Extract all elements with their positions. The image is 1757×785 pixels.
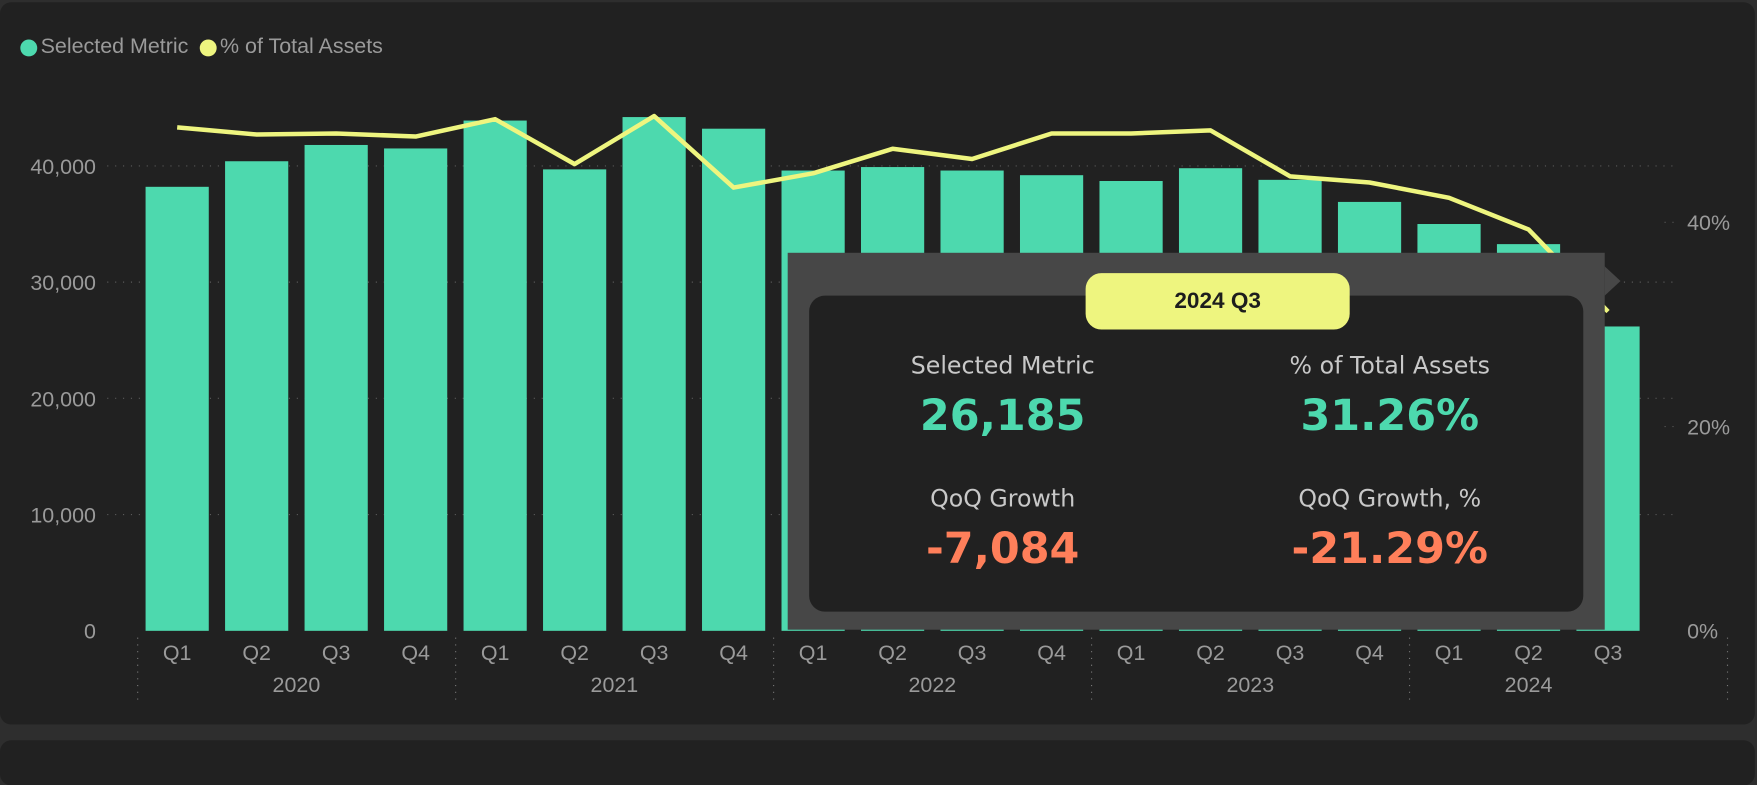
x-quarter-label: Q1	[1117, 641, 1146, 665]
tooltip-qoq: QoQ Growth -7,084	[809, 485, 1196, 573]
tooltip-arrow	[1605, 266, 1621, 295]
tooltip-selected-metric-label: Selected Metric	[809, 352, 1196, 379]
tooltip-body: 2024 Q3 Selected Metric 26,185 % of Tota…	[809, 296, 1583, 612]
bar	[225, 161, 288, 631]
y-left-tick-label: 30,000	[30, 271, 96, 295]
x-quarter-label: Q4	[1355, 641, 1384, 665]
x-quarter-label: Q3	[1594, 641, 1623, 665]
x-year-label: 2022	[908, 673, 956, 697]
y-left-tick-label: 10,000	[30, 503, 96, 527]
tooltip: 2024 Q3 Selected Metric 26,185 % of Tota…	[788, 253, 1605, 630]
y-left-tick-label: 40,000	[30, 155, 96, 179]
y-right-tick-label: 0%	[1687, 620, 1718, 644]
x-quarter-label: Q3	[1276, 641, 1305, 665]
tooltip-qoq-value: -7,084	[809, 524, 1196, 574]
y-right-tick-label: 40%	[1687, 211, 1730, 235]
tooltip-qoq-pct: QoQ Growth, % -21.29%	[1196, 485, 1583, 573]
y-right-tick-label: 20%	[1687, 415, 1730, 439]
bar	[702, 129, 765, 631]
x-quarter-label: Q2	[1196, 641, 1225, 665]
tooltip-selected-metric-value: 26,185	[809, 390, 1196, 440]
x-quarter-label: Q4	[1037, 641, 1066, 665]
x-quarter-label: Q4	[401, 641, 430, 665]
tooltip-pct-value: 31.26%	[1196, 390, 1583, 440]
x-quarter-label: Q3	[322, 641, 351, 665]
x-quarter-label: Q1	[163, 641, 192, 665]
tooltip-qoq-pct-value: -21.29%	[1196, 524, 1583, 574]
x-year-label: 2020	[273, 673, 321, 697]
x-quarter-label: Q1	[1435, 641, 1464, 665]
tooltip-selected-metric: Selected Metric 26,185	[809, 352, 1196, 440]
x-quarter-label: Q2	[1514, 641, 1543, 665]
x-quarter-label: Q3	[958, 641, 987, 665]
bar	[305, 145, 368, 631]
x-quarter-label: Q2	[560, 641, 589, 665]
bar	[464, 121, 527, 631]
bar	[146, 187, 209, 631]
x-quarter-label: Q2	[878, 641, 907, 665]
bar	[543, 169, 606, 630]
x-year-label: 2024	[1505, 673, 1553, 697]
tooltip-pct: % of Total Assets 31.26%	[1196, 352, 1583, 440]
x-quarter-label: Q4	[719, 641, 748, 665]
bar	[384, 148, 447, 630]
tooltip-qoq-label: QoQ Growth	[809, 485, 1196, 512]
x-quarter-label: Q1	[481, 641, 510, 665]
x-quarter-label: Q2	[242, 641, 271, 665]
tooltip-pct-label: % of Total Assets	[1196, 352, 1583, 379]
x-year-label: 2023	[1226, 673, 1274, 697]
tooltip-qoq-pct-label: QoQ Growth, %	[1196, 485, 1583, 512]
x-quarter-label: Q1	[799, 641, 828, 665]
y-left-tick-label: 20,000	[30, 387, 96, 411]
x-year-label: 2021	[591, 673, 639, 697]
tooltip-title: 2024 Q3	[1086, 273, 1350, 329]
x-quarter-label: Q3	[640, 641, 669, 665]
bar	[623, 117, 686, 631]
y-left-tick-label: 0	[84, 620, 96, 644]
